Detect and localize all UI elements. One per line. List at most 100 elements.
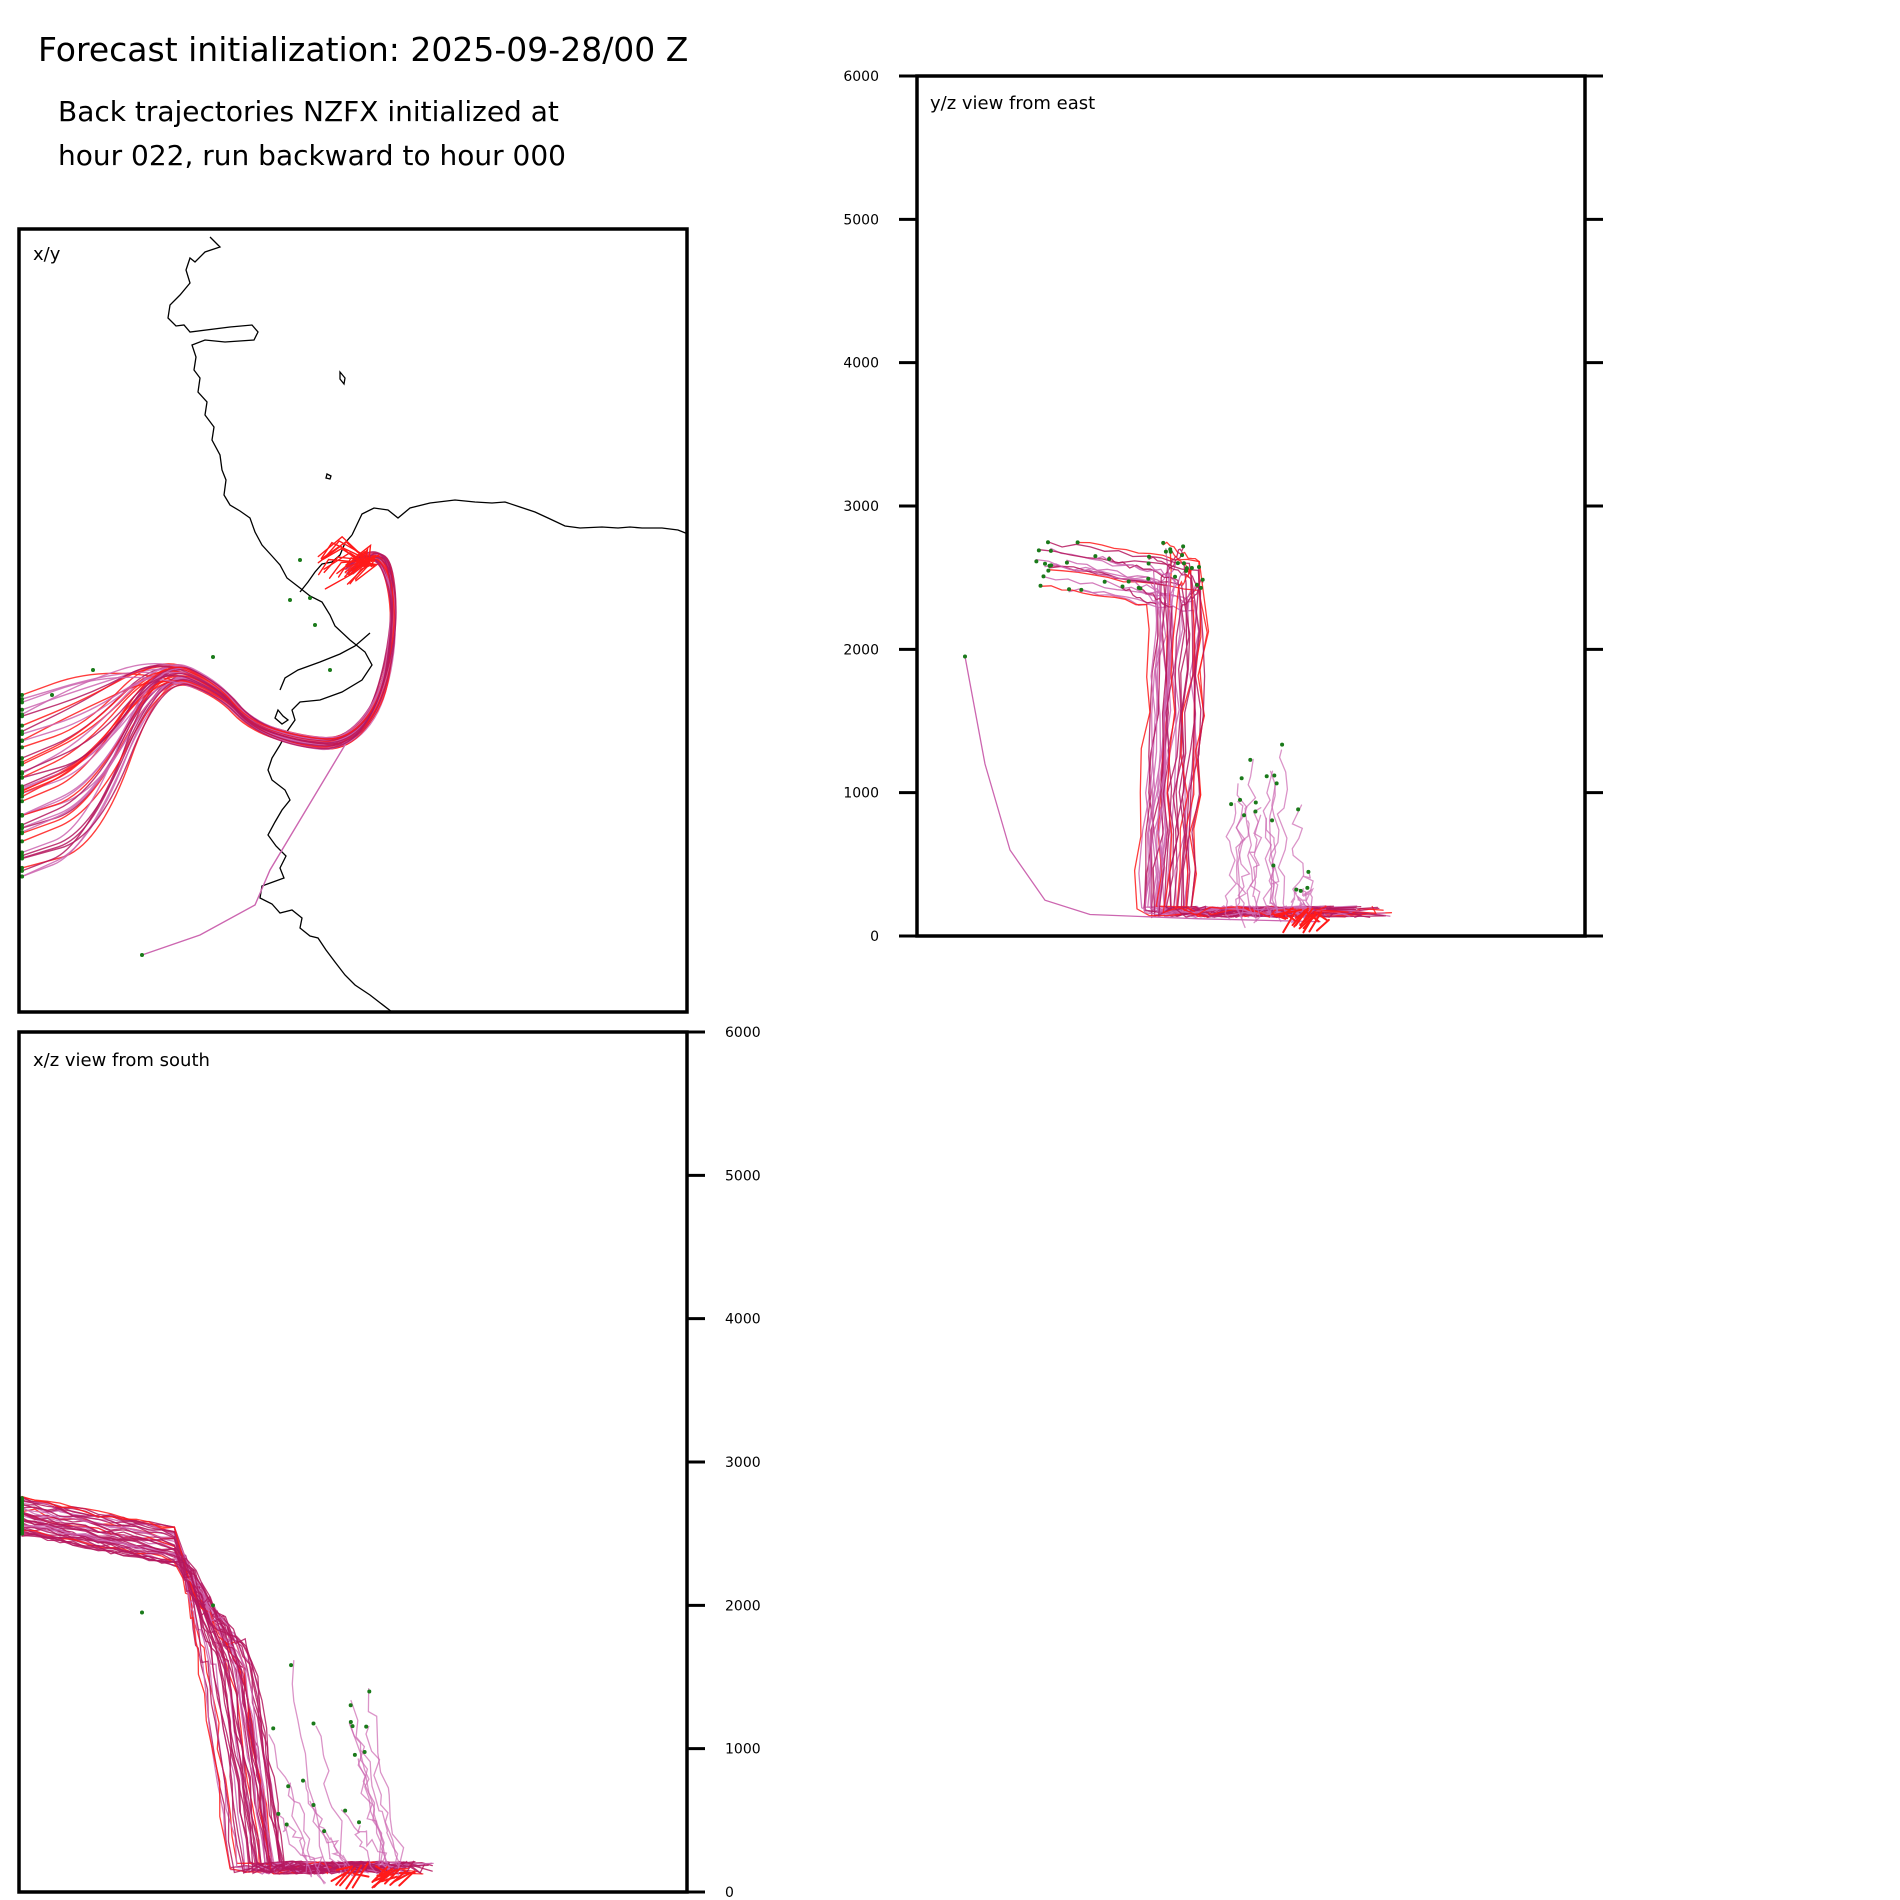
xz-start-marker bbox=[20, 1524, 24, 1529]
yz-start-marker bbox=[1036, 548, 1041, 553]
xy-trajectory bbox=[21, 556, 396, 795]
xz-trajectory bbox=[21, 1503, 398, 1875]
xz-start-marker bbox=[348, 1703, 353, 1708]
xy-start-marker bbox=[20, 775, 24, 780]
xz-tick-label-1000: 1000 bbox=[725, 1742, 761, 1758]
yz-end-segment bbox=[1299, 913, 1314, 926]
xz-low-trajectory bbox=[315, 1725, 353, 1877]
yz-tick-label-5000: 5000 bbox=[843, 212, 879, 228]
xy-panel: x/y bbox=[17, 227, 689, 1014]
yz-end-segment bbox=[1282, 910, 1297, 934]
yz-start-marker bbox=[1045, 540, 1050, 545]
xy-start-marker bbox=[20, 723, 24, 728]
yz-start-marker bbox=[1138, 586, 1143, 591]
xy-trajectory bbox=[21, 557, 394, 747]
yz-start-marker bbox=[1043, 561, 1048, 566]
xy-start-marker bbox=[20, 756, 24, 761]
xz-end-segment bbox=[336, 1865, 354, 1871]
xz-low-trajectory bbox=[275, 1812, 313, 1878]
xz-start-marker bbox=[311, 1803, 316, 1808]
yz-low-trajectory bbox=[1289, 890, 1303, 924]
xz-axis: 0 1000 2000 3000 4000 5000 6000 bbox=[687, 1025, 761, 1900]
xy-trajectory bbox=[21, 556, 395, 751]
yz-start-marker bbox=[1196, 564, 1201, 569]
xy-end-segment bbox=[344, 556, 367, 578]
xy-start-marker bbox=[20, 770, 24, 775]
xz-end-segment bbox=[330, 1871, 348, 1882]
xz-low-trajectory bbox=[304, 1780, 344, 1879]
yz-start-marker bbox=[1067, 587, 1072, 592]
xz-trajectory bbox=[21, 1506, 410, 1875]
yz-panel: y/z view from east 0 1000 2000 3000 4000 5000… bbox=[843, 69, 1603, 945]
yz-trajectory bbox=[1139, 588, 1321, 919]
xy-end-segment bbox=[320, 541, 373, 563]
xz-low-trajectory bbox=[367, 1687, 405, 1876]
yz-end-segment bbox=[1302, 911, 1317, 934]
xz-low-trajectory bbox=[365, 1725, 400, 1878]
xy-start-marker bbox=[328, 668, 332, 672]
yz-start-marker bbox=[1041, 574, 1046, 579]
subtitle-line-1: Back trajectories NZFX initialized at bbox=[58, 95, 559, 128]
yz-start-marker bbox=[1034, 559, 1039, 564]
xz-trajectory bbox=[21, 1533, 408, 1874]
xz-start-marker bbox=[20, 1497, 24, 1502]
xy-trajectory bbox=[21, 554, 394, 792]
yz-start-marker bbox=[1181, 544, 1186, 549]
yz-start-marker bbox=[1248, 757, 1253, 762]
xy-start-marker bbox=[20, 712, 24, 717]
xz-start-marker bbox=[357, 1820, 362, 1825]
xy-trajectory bbox=[21, 554, 395, 794]
yz-start-marker bbox=[1181, 561, 1186, 566]
yz-trajectory bbox=[1094, 555, 1351, 918]
yz-start-marker bbox=[1200, 577, 1205, 582]
yz-start-marker bbox=[1270, 818, 1275, 823]
yz-start-marker bbox=[1253, 809, 1258, 814]
xz-trajectory bbox=[21, 1518, 385, 1875]
xy-start-marker bbox=[20, 868, 24, 873]
yz-start-marker bbox=[1305, 885, 1310, 890]
yz-trajectory bbox=[1039, 585, 1327, 917]
yz-start-marker bbox=[1271, 863, 1276, 868]
xy-start-marker bbox=[20, 799, 24, 804]
xz-low-trajectory bbox=[291, 1660, 330, 1873]
xy-start-marker bbox=[20, 865, 24, 870]
yz-start-marker bbox=[1163, 549, 1168, 554]
island-2 bbox=[325, 473, 332, 480]
yz-start-marker bbox=[1264, 774, 1269, 779]
yz-start-marker bbox=[1126, 579, 1131, 584]
yz-start-marker bbox=[1120, 584, 1125, 589]
xy-trajectory bbox=[21, 556, 394, 878]
yz-end-segment bbox=[1308, 910, 1323, 933]
xz-trajectory bbox=[21, 1522, 387, 1874]
yz-trajectory bbox=[1170, 548, 1384, 918]
yz-trajectory bbox=[1047, 541, 1386, 918]
figure-title: Forecast initialization: 2025-09-28/00 Z bbox=[38, 30, 689, 69]
xz-panel: x/z view from south 0 1000 2000 3000 4000 500… bbox=[17, 1025, 761, 1900]
xy-start-marker bbox=[20, 830, 24, 835]
yz-tick-label-4000: 4000 bbox=[843, 356, 879, 372]
xy-panel-label: x/y bbox=[33, 244, 61, 265]
xy-start-marker bbox=[20, 812, 24, 817]
yz-low-trajectory bbox=[1268, 770, 1279, 918]
xy-start-marker bbox=[20, 850, 24, 855]
yz-tick-label-6000: 6000 bbox=[843, 69, 879, 85]
xy-start-marker bbox=[313, 623, 317, 627]
xy-end-segment bbox=[348, 554, 377, 576]
yz-start-marker bbox=[1294, 887, 1299, 892]
xy-trajectory bbox=[21, 555, 393, 860]
xz-low-trajectory bbox=[350, 1699, 384, 1873]
xz-start-marker bbox=[286, 1784, 291, 1789]
yz-trajectory bbox=[1080, 589, 1369, 918]
xz-trajectory bbox=[21, 1497, 386, 1875]
xy-frame bbox=[17, 227, 689, 1014]
xz-end-segment bbox=[345, 1864, 363, 1890]
yz-start-marker bbox=[1093, 554, 1098, 559]
yz-end-segment bbox=[1293, 910, 1308, 928]
xy-start-markers bbox=[20, 558, 332, 957]
coastline-east bbox=[351, 499, 689, 536]
xz-start-markers bbox=[20, 1496, 372, 1834]
yz-trajectory bbox=[1038, 549, 1384, 918]
xz-low-trajectory bbox=[341, 1809, 383, 1880]
yz-tick-label-1000: 1000 bbox=[843, 786, 879, 802]
xy-trajectory bbox=[21, 557, 395, 791]
